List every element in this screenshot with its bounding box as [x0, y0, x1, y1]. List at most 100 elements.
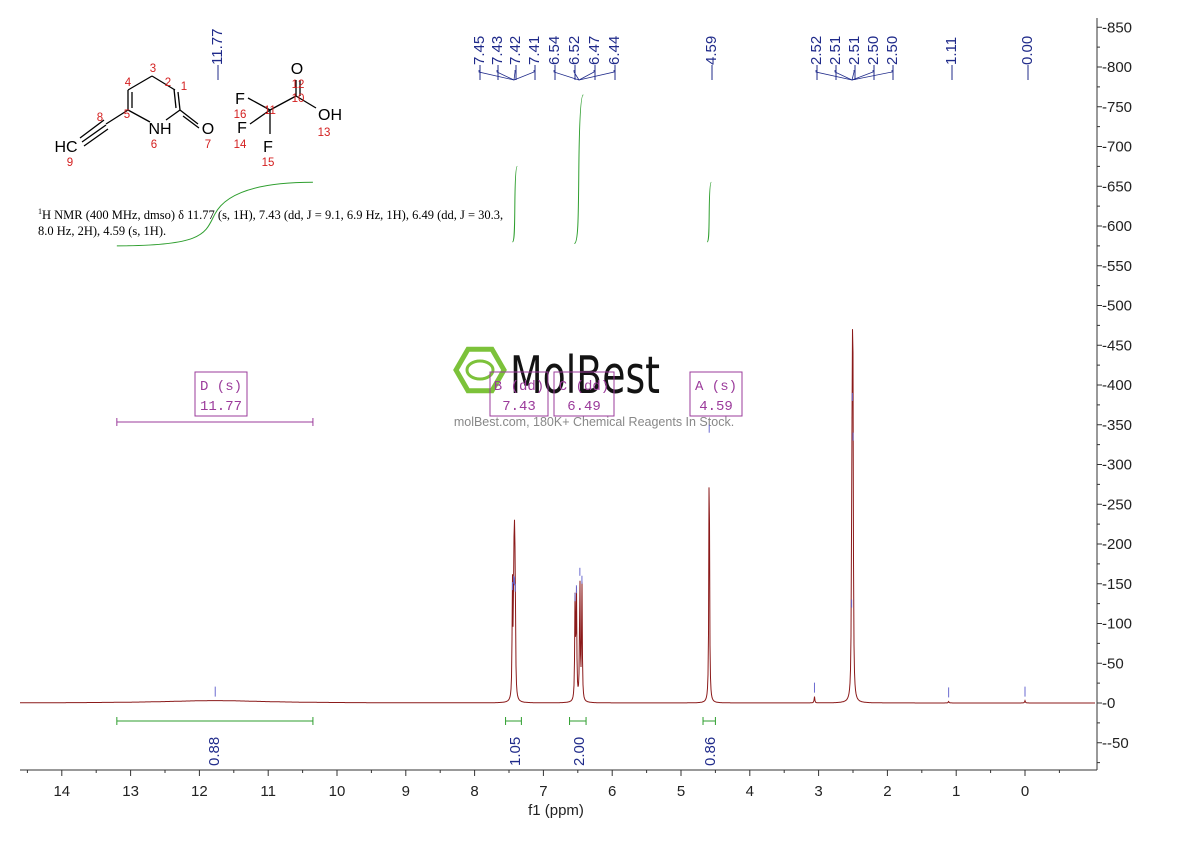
peak-label-connector	[578, 70, 615, 81]
multiplet-shift: 4.59	[699, 399, 733, 415]
peak-label: —6.44	[606, 36, 623, 80]
peak-label-connector	[573, 70, 580, 81]
multiplet-box	[194, 371, 248, 417]
peak-label-connector	[834, 70, 853, 81]
atom-label: 3	[150, 63, 156, 75]
atom-label: 6	[151, 139, 157, 151]
spectrum	[20, 329, 1095, 704]
x-tick-label: 0	[1021, 783, 1029, 800]
integral-value: 0.86	[702, 737, 719, 766]
chemical-bond	[182, 115, 200, 129]
multiplet-label: B (dd)	[494, 379, 544, 395]
y-tick-label: -450	[1102, 337, 1132, 354]
chemical-bond	[127, 75, 153, 91]
atom-label: 16	[234, 109, 247, 121]
chemical-bond	[249, 109, 271, 125]
x-tick-label: 13	[122, 783, 139, 800]
y-tick-label: -700	[1102, 139, 1132, 156]
peak-labels: —11.77 —7.45 —7.43 —7.42 —7.41 —6.54 —6.52 —6.4…	[209, 29, 1036, 81]
integral-curve	[511, 165, 518, 243]
atom-label: 5	[124, 109, 130, 121]
x-tick-label: 5	[677, 783, 685, 800]
x-tick-label: 6	[608, 783, 616, 800]
x-tick-label: 11	[260, 783, 276, 800]
peak-label: —4.59	[703, 36, 720, 80]
x-tick-label: 7	[539, 783, 547, 800]
peak-label: —7.45	[471, 36, 488, 80]
integral-curve	[573, 94, 584, 244]
peak-label-connector	[851, 70, 893, 81]
peak-label: —6.47	[586, 36, 603, 80]
peak-label: —2.52	[808, 36, 825, 80]
x-tick-label: 2	[883, 783, 891, 800]
y-tick-label: -50	[1102, 655, 1124, 672]
integral-value: 0.88	[206, 737, 223, 766]
peak-label-connector	[496, 70, 515, 81]
watermark-tagline: molBest.com, 180K+ Chemical Reagents In …	[454, 415, 734, 429]
y-tick-label: -100	[1102, 616, 1132, 633]
watermark-logo-icon	[465, 359, 495, 381]
atom-label: 1	[181, 81, 187, 93]
axes: 14 13 12 11 10 9 8 7 6 5 4 3 2 1 0f1 (ppm)-850-800-750…	[20, 18, 1132, 819]
peak-label: —0.00	[1019, 36, 1036, 80]
atom-label: 12	[292, 79, 305, 91]
multiplet-boxes: D (s) 11.77 B (dd) 7.43 C (dd) 6.49 A (s) 4.59	[116, 371, 743, 426]
y-tick-label: -850	[1102, 19, 1132, 36]
description-line-2: 8.0 Hz, 2H), 4.59 (s, 1H).	[38, 224, 167, 239]
peak-label: —7.42	[507, 36, 524, 80]
integral-curve	[706, 181, 712, 243]
peak-label: —2.50	[865, 36, 882, 80]
peak-label-connector	[478, 70, 515, 81]
chemical-bond	[151, 75, 176, 91]
x-tick-label: 3	[814, 783, 822, 800]
atom-label: 7	[205, 139, 211, 151]
multiplet-shift: 6.49	[567, 399, 601, 415]
integral-value: 1.05	[507, 737, 524, 766]
multiplet-box	[553, 371, 615, 417]
x-tick-label: 4	[746, 783, 754, 800]
chemical-bond	[177, 91, 181, 111]
description-line-1: H NMR (400 MHz, dmso) δ 11.77 (s, 1H), 7…	[42, 208, 504, 223]
chemical-bond	[269, 95, 297, 111]
x-tick-label: 8	[470, 783, 478, 800]
chemical-bond	[179, 109, 199, 125]
chemical-bond	[127, 109, 151, 123]
integral-curve	[116, 181, 313, 247]
chemical-bond	[295, 95, 317, 109]
watermark-brand: MolBest	[510, 346, 660, 406]
peak-label-connector	[815, 70, 853, 81]
atom-label: 2	[165, 77, 171, 89]
x-tick-label: 1	[952, 783, 960, 800]
peak-label-connector	[513, 70, 535, 81]
y-tick-label: -600	[1102, 218, 1132, 235]
y-tick-label: -300	[1102, 457, 1132, 474]
y-tick-label: -650	[1102, 178, 1132, 195]
atom-label: F	[263, 139, 273, 156]
peak-label-connector	[851, 70, 855, 81]
y-tick-label: -150	[1102, 576, 1132, 593]
y-tick-label: -500	[1102, 298, 1132, 315]
chemical-bond	[105, 109, 129, 125]
atom-label: 8	[97, 112, 103, 124]
description-superscript: 1	[38, 207, 42, 216]
peak-label: —7.41	[526, 36, 543, 80]
peak-label: —2.51	[827, 36, 844, 80]
y-tick-label: -350	[1102, 417, 1132, 434]
y-tick-label: -800	[1102, 59, 1132, 76]
peak-label: —2.51	[846, 36, 863, 80]
integral-value: 2.00	[571, 737, 588, 766]
chemical-bond	[247, 97, 271, 111]
multiplet-box	[489, 371, 549, 417]
atom-label: 11	[264, 105, 276, 117]
atom-label: 4	[125, 77, 132, 89]
x-tick-label: 14	[53, 783, 70, 800]
y-tick-label: --50	[1102, 735, 1129, 752]
atom-label: 9	[67, 157, 73, 169]
watermark-logo-icon	[453, 346, 507, 394]
peak-label-connector	[553, 70, 580, 81]
integral-curves	[116, 94, 712, 247]
atom-label: O	[291, 61, 303, 78]
peak-label-connector	[578, 70, 595, 81]
